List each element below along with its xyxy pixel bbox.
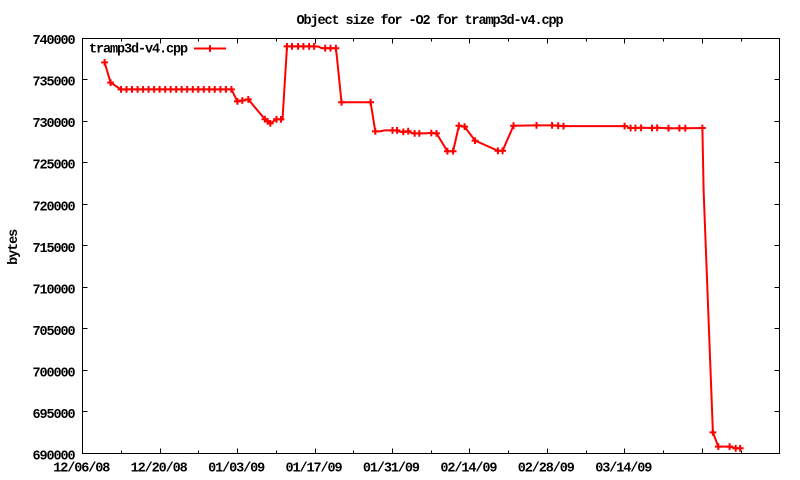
svg-text:01/31/09: 01/31/09 <box>363 462 420 477</box>
svg-text:02/28/09: 02/28/09 <box>518 462 575 477</box>
svg-text:740000: 740000 <box>32 34 75 49</box>
svg-text:tramp3d-v4.cpp: tramp3d-v4.cpp <box>89 43 188 58</box>
svg-text:02/14/09: 02/14/09 <box>440 462 497 477</box>
svg-text:12/20/08: 12/20/08 <box>131 462 188 477</box>
svg-text:01/03/09: 01/03/09 <box>208 462 265 477</box>
svg-text:725000: 725000 <box>32 159 75 174</box>
svg-text:690000: 690000 <box>32 450 75 465</box>
svg-text:12/06/08: 12/06/08 <box>53 462 110 477</box>
svg-text:710000: 710000 <box>32 283 75 298</box>
svg-text:03/14/09: 03/14/09 <box>595 462 652 477</box>
svg-text:700000: 700000 <box>32 366 75 381</box>
svg-text:705000: 705000 <box>32 325 75 340</box>
svg-text:715000: 715000 <box>32 242 75 257</box>
svg-text:695000: 695000 <box>32 408 75 423</box>
svg-text:Object size for -O2 for tramp3: Object size for -O2 for tramp3d-v4.cpp <box>296 14 563 29</box>
svg-text:720000: 720000 <box>32 200 75 215</box>
svg-text:735000: 735000 <box>32 76 75 91</box>
svg-text:bytes: bytes <box>7 229 22 265</box>
svg-text:730000: 730000 <box>32 117 75 132</box>
svg-text:01/17/09: 01/17/09 <box>285 462 342 477</box>
